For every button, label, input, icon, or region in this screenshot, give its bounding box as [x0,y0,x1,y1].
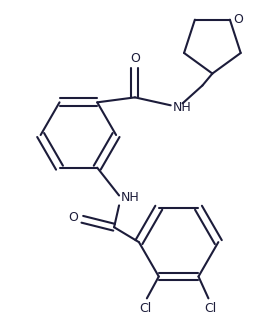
Text: O: O [68,211,78,224]
Text: O: O [130,52,140,65]
Text: Cl: Cl [204,302,217,315]
Text: NH: NH [173,101,191,114]
Text: Cl: Cl [139,302,151,315]
Text: O: O [233,13,243,26]
Text: NH: NH [121,191,140,204]
